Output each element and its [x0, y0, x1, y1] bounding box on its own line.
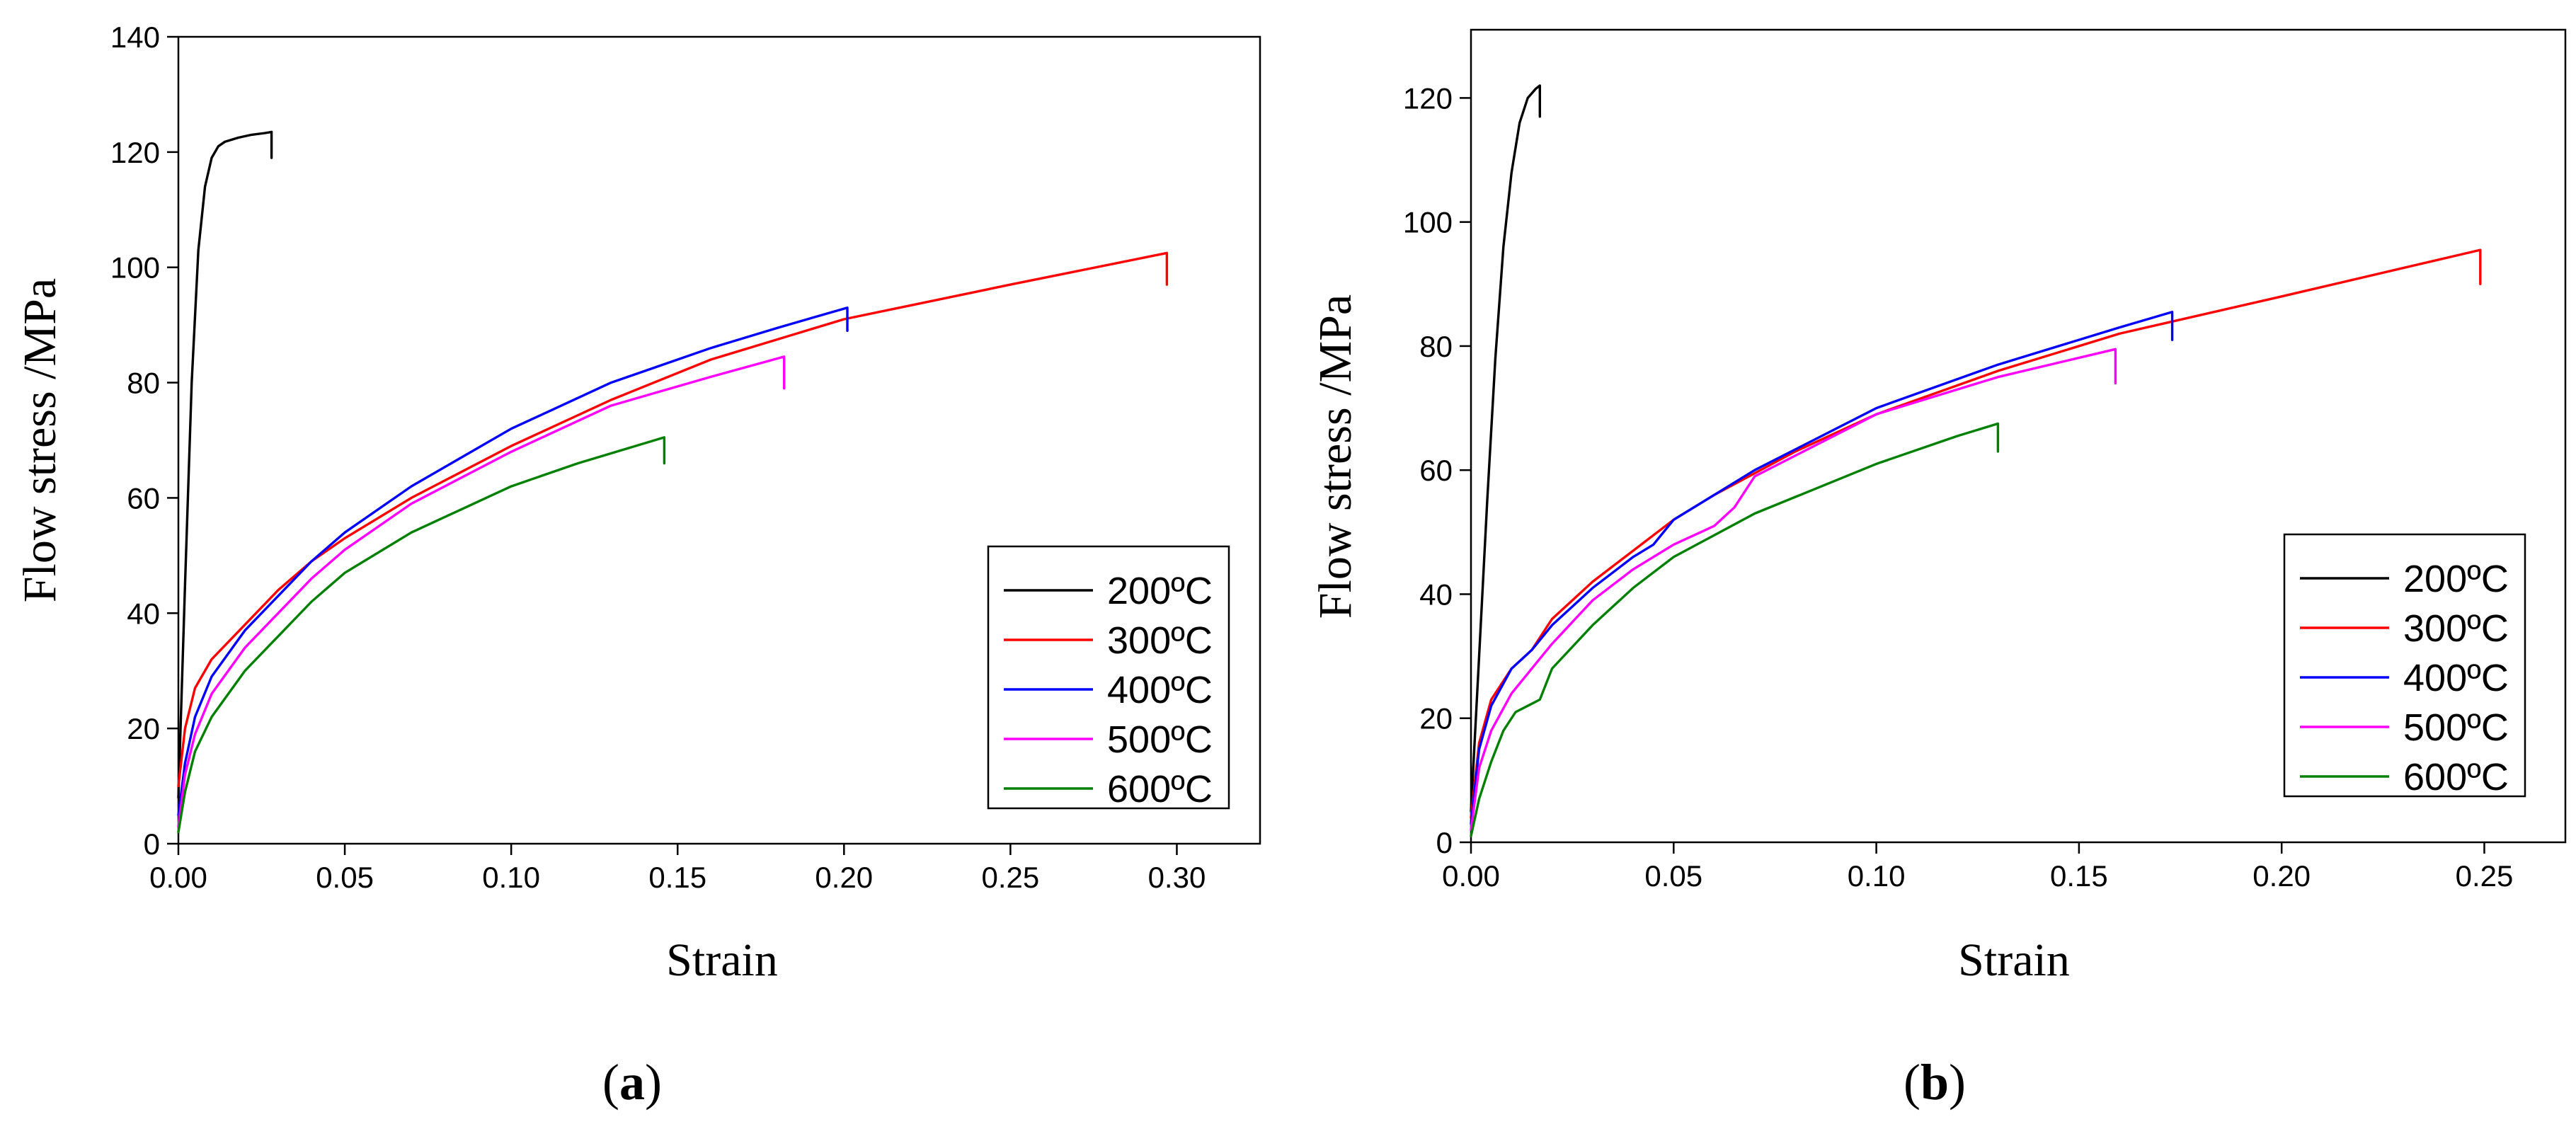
x-tick-label: 0.00 [1442, 859, 1500, 893]
series-line-b-5 [1470, 422, 2000, 837]
y-tick-label: 80 [1419, 330, 1453, 363]
legend-items-b: 200ºC 300ºC 400ºC 500ºC 600ºC [2300, 558, 2509, 798]
x-tick-label: 0.25 [2456, 859, 2514, 893]
series-line-a-3 [177, 306, 849, 817]
y-tick-label: 0 [1436, 826, 1453, 859]
y-tick-label: 0 [144, 827, 160, 861]
legend-items-a: 200ºC 300ºC 400ºC 500ºC 600ºC [1004, 570, 1213, 810]
panel-b: 0.00 0.05 0.10 0.15 0.20 0.25020406080100120 … [1310, 28, 2567, 1111]
x-tick-label: 0.05 [1644, 859, 1702, 893]
series-line-b-4 [1470, 348, 2117, 832]
legend-label: 400ºC [1107, 669, 1213, 711]
plot-frame-b [1470, 28, 2567, 844]
y-axis-title-a: Flow stress /MPa [14, 278, 66, 602]
y-tick-label: 40 [127, 597, 160, 630]
legend-label: 400ºC [2403, 657, 2509, 699]
x-axis-title-b: Strain [1958, 934, 2070, 986]
x-tick-label: 0.10 [1848, 859, 1906, 893]
x-axis-title-a: Strain [666, 934, 778, 986]
legend-box-a [987, 545, 1230, 810]
panel-label-b: (b) [1904, 1054, 1966, 1111]
series-line-a-1 [177, 130, 273, 799]
legend-label: 200ºC [2403, 558, 2509, 600]
lines-a [177, 130, 1169, 834]
legend-b: 200ºC 300ºC 400ºC 500ºC 600ºC [2283, 533, 2526, 798]
ticks-b: 0.00 0.05 0.10 0.15 0.20 0.25 0 20 40 60 80 100 120 [1403, 81, 2513, 893]
legend-label: 300ºC [2403, 607, 2509, 650]
series-line-b-1 [1470, 84, 1542, 813]
panel-label-a: (a) [602, 1054, 662, 1111]
x-tick-label: 0.00 [149, 861, 207, 894]
x-tick-label: 0.05 [316, 861, 374, 894]
x-tick-label: 0.10 [482, 861, 540, 894]
series-line-b-3 [1470, 311, 2174, 825]
y-tick-label: 80 [127, 367, 160, 400]
y-tick-label: 20 [127, 712, 160, 745]
y-tick-label: 20 [1419, 702, 1453, 735]
y-tick-label: 60 [127, 481, 160, 515]
y-tick-label: 40 [1419, 578, 1453, 611]
y-tick-label: 60 [1419, 454, 1453, 487]
x-tick-label: 0.15 [2050, 859, 2108, 893]
x-tick-label: 0.15 [648, 861, 706, 894]
series-line-a-2 [177, 251, 1169, 788]
legend-label: 200ºC [1107, 570, 1213, 612]
legend-box-b [2283, 533, 2526, 798]
y-tick-label: 120 [1403, 81, 1453, 115]
y-axis-title-b: Flow stress /MPa [1310, 294, 1361, 619]
ticks-a: 0.00 0.05 0.10 0.15 0.20 0.25 0.30 0 20 40 60 80 100… [110, 21, 1206, 894]
lines-b [1470, 84, 2482, 837]
x-tick-label: 0.25 [982, 861, 1040, 894]
y-tick-label: 120 [110, 136, 160, 169]
x-tick-label: 0.20 [2252, 859, 2311, 893]
x-tick-label: 0.30 [1148, 861, 1206, 894]
x-tick-label: 0.20 [815, 861, 873, 894]
panel-a: 0.00 0.05 0.10 0.15 0.20 0.25 0.30 0 20 40 60 80 100… [14, 21, 1261, 1111]
y-tick-label: 100 [1403, 206, 1453, 239]
legend-label: 500ºC [1107, 718, 1213, 761]
y-tick-label: 140 [110, 21, 160, 54]
legend-label: 300ºC [1107, 619, 1213, 662]
legend-a: 200ºC 300ºC 400ºC 500ºC 600ºC [987, 545, 1230, 810]
plot-frame-a [177, 35, 1261, 845]
y-tick-label: 100 [110, 251, 160, 285]
series-line-a-5 [177, 436, 666, 834]
series-line-a-4 [177, 355, 786, 828]
legend-label: 500ºC [2403, 706, 2509, 749]
legend-label: 600ºC [2403, 756, 2509, 798]
legend-label: 600ºC [1107, 768, 1213, 810]
